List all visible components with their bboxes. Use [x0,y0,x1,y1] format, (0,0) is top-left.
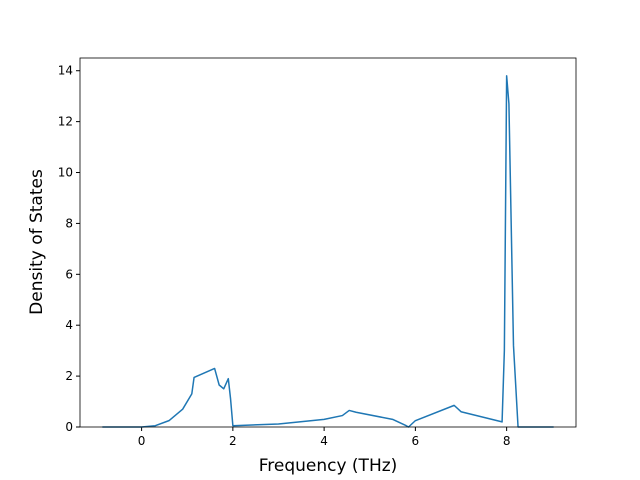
plot-frame [79,57,577,428]
x-axis-label: Frequency (THz) [259,456,398,476]
x-tick-label: 8 [503,434,511,448]
x-tick-label: 6 [412,434,420,448]
x-tick-label: 2 [229,434,237,448]
x-tick-label: 4 [320,434,328,448]
y-tick-label: 0 [65,420,73,434]
y-tick-label: 12 [58,115,73,129]
y-tick-label: 10 [58,166,73,180]
y-tick-label: 4 [65,318,73,332]
y-tick-label: 14 [58,64,73,78]
y-tick-label: 2 [65,369,73,383]
x-tick-label: 0 [138,434,146,448]
line [102,75,554,428]
y-tick-label: 8 [65,216,73,230]
y-axis-label: Density of States [27,169,47,315]
y-tick-label: 6 [65,267,73,281]
